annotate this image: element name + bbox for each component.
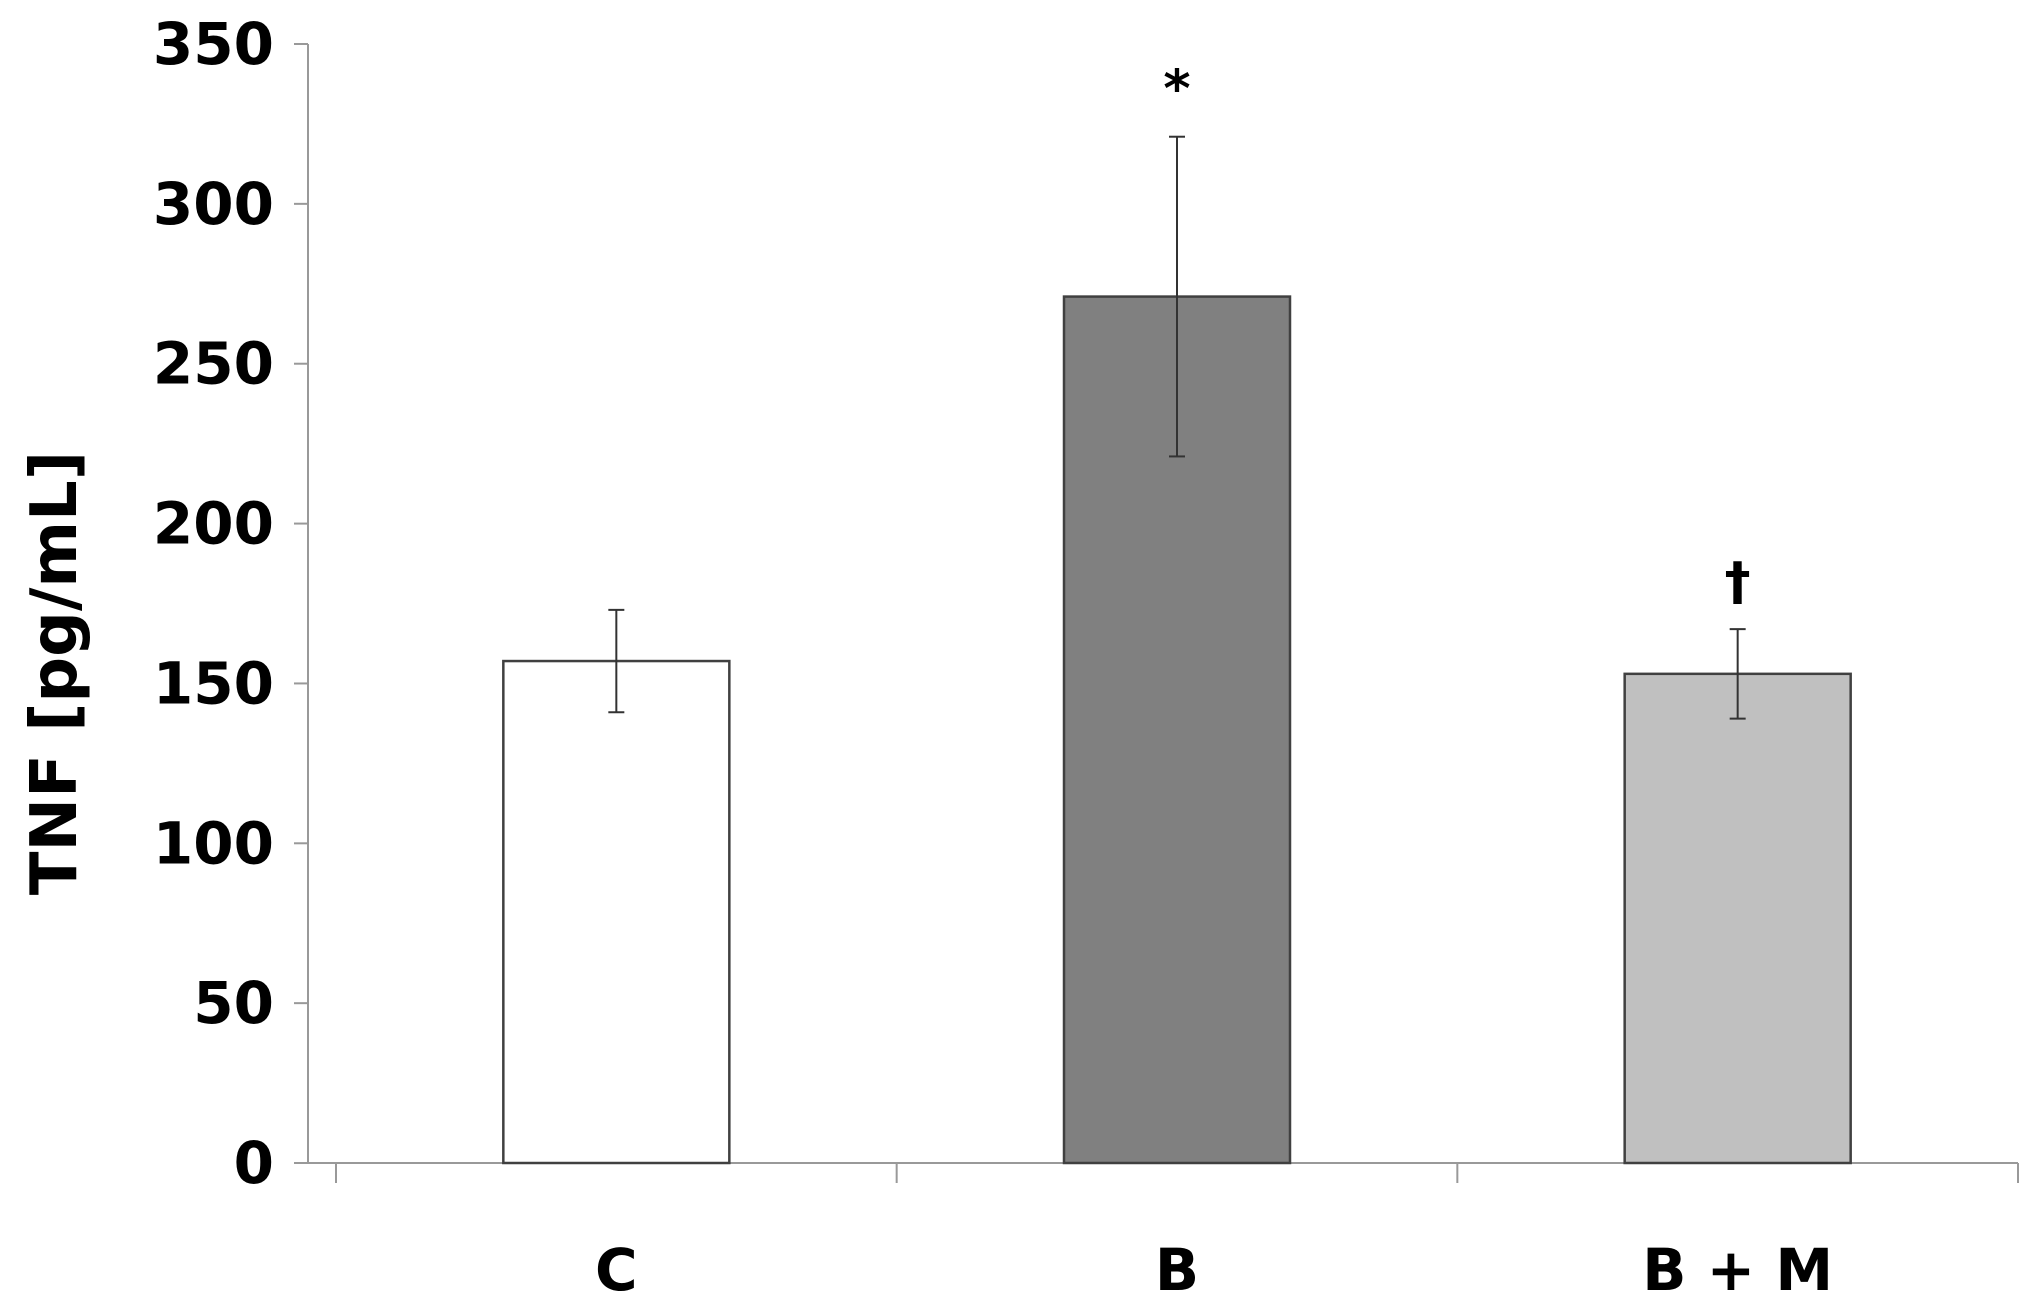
error-bars	[608, 135, 1746, 720]
y-tick-label: 100	[153, 809, 274, 877]
y-tick-label: 0	[234, 1129, 274, 1197]
x-axis-labels: C B B + M	[595, 1236, 1833, 1304]
y-tick-label: 300	[153, 170, 274, 238]
x-category-label: B	[1155, 1236, 1199, 1304]
y-axis-ticks: 0 50 100 150 200 250 300 350	[153, 10, 308, 1197]
y-tick-label: 350	[153, 10, 274, 78]
bar	[1623, 672, 1852, 1165]
significance-marker: †	[1725, 552, 1751, 612]
y-tick-label: 150	[153, 649, 274, 717]
x-category-label: C	[595, 1236, 638, 1304]
bar	[502, 659, 731, 1165]
bars	[502, 295, 1852, 1165]
significance-marker: *	[1163, 60, 1190, 120]
y-axis-title: TNF [pg/mL]	[18, 451, 92, 895]
y-tick-label: 250	[153, 330, 274, 398]
y-tick-label: 50	[193, 969, 274, 1037]
y-tick-label: 200	[153, 490, 274, 558]
annotations: *†	[1163, 60, 1750, 612]
x-category-label: B + M	[1642, 1236, 1833, 1304]
